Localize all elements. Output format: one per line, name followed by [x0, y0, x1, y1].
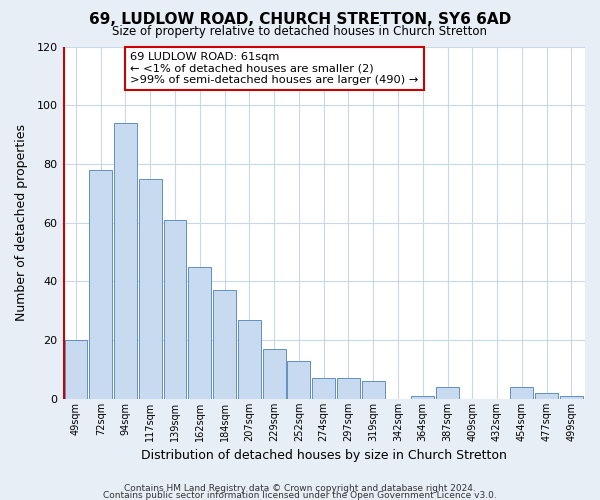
Bar	[535, 393, 558, 399]
X-axis label: Distribution of detached houses by size in Church Stretton: Distribution of detached houses by size …	[141, 450, 506, 462]
Bar	[114, 123, 137, 399]
Text: Size of property relative to detached houses in Church Stretton: Size of property relative to detached ho…	[113, 25, 487, 38]
Bar	[436, 387, 459, 399]
Text: Contains HM Land Registry data © Crown copyright and database right 2024.: Contains HM Land Registry data © Crown c…	[124, 484, 476, 493]
Bar	[412, 396, 434, 399]
Bar	[89, 170, 112, 399]
Bar	[560, 396, 583, 399]
Bar	[213, 290, 236, 399]
Text: 69 LUDLOW ROAD: 61sqm
← <1% of detached houses are smaller (2)
>99% of semi-deta: 69 LUDLOW ROAD: 61sqm ← <1% of detached …	[130, 52, 419, 85]
Bar	[337, 378, 360, 399]
Bar	[164, 220, 187, 399]
Bar	[263, 349, 286, 399]
Text: 69, LUDLOW ROAD, CHURCH STRETTON, SY6 6AD: 69, LUDLOW ROAD, CHURCH STRETTON, SY6 6A…	[89, 12, 511, 28]
Bar	[312, 378, 335, 399]
Text: Contains public sector information licensed under the Open Government Licence v3: Contains public sector information licen…	[103, 491, 497, 500]
Bar	[511, 387, 533, 399]
Bar	[188, 266, 211, 399]
Bar	[287, 360, 310, 399]
Bar	[238, 320, 261, 399]
Bar	[65, 340, 88, 399]
Bar	[362, 382, 385, 399]
Bar	[139, 178, 161, 399]
Y-axis label: Number of detached properties: Number of detached properties	[15, 124, 28, 321]
